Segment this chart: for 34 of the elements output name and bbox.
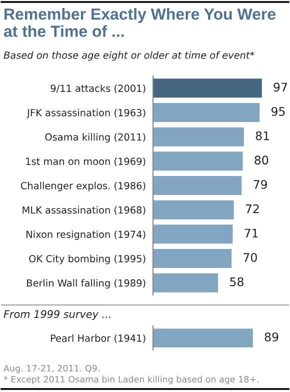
bar (153, 249, 232, 268)
bar (153, 224, 233, 244)
text: Aug. 17-21, 2011. Q9. (4, 364, 100, 374)
data-label: 81 (256, 131, 269, 140)
data-label: 70 (244, 252, 257, 262)
data-label: 89 (264, 332, 278, 342)
y-tick-label: Nixon resignation (1974) (26, 230, 146, 240)
y-tick-label: MLK assassination (1968) (22, 206, 146, 215)
chart-subtitle: Based on those age eight or older at time of event* (4, 51, 254, 61)
data-label: 97 (274, 82, 287, 92)
y-tick-label: Berlin Wall falling (1989) (27, 279, 146, 289)
text: From 1999 survey ... (4, 310, 110, 320)
data-label: 95 (271, 106, 285, 116)
bar (153, 78, 262, 98)
data-label: 79 (254, 180, 267, 189)
bar (153, 152, 243, 171)
y-tick-label: Osama killing (2011) (45, 133, 146, 143)
bar (153, 200, 234, 220)
bar (153, 176, 242, 195)
y-tick-label: OK City bombing (1995) (29, 254, 146, 264)
y-tick-label: JFK assassination (1963) (26, 108, 146, 118)
data-label: 71 (244, 228, 258, 238)
y-tick-label: 9/11 attacks (2001) (50, 84, 146, 94)
bar (153, 127, 244, 146)
text: * Except 2011 Osama bin Laden killing based on age 18+. (4, 376, 258, 384)
data-label: 58 (230, 277, 244, 286)
y-tick-label: 1st man on moon (1969) (26, 157, 146, 166)
y-tick-label: Pearl Harbor (1941) (50, 334, 146, 343)
bar (153, 273, 218, 292)
bar (153, 103, 260, 122)
data-label: 80 (254, 156, 268, 165)
y-tick-label: Challenger explos. (1986) (20, 182, 146, 192)
data-label: 72 (246, 204, 259, 214)
chart-title: Remember Exactly Where You Were at the Time of ... (4, 8, 276, 37)
